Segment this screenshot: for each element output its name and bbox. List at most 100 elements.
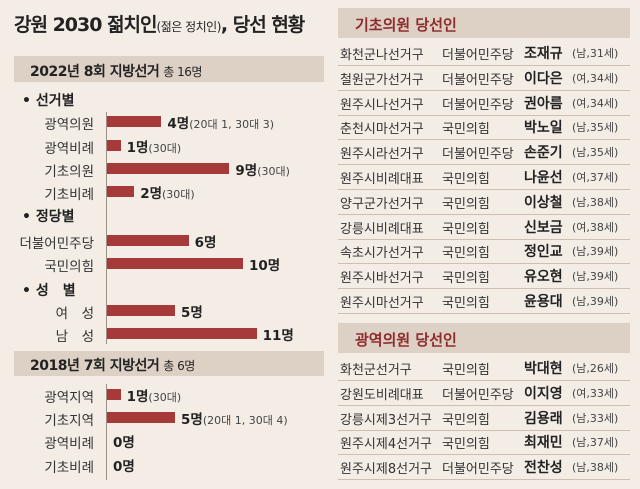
bar-label: 기초지역 [44,413,94,429]
winner-info: (여,33세) [572,386,619,400]
table-row: 원주시나선거구 더불어민주당 권아름 (여,34세) [338,89,630,116]
party: 국민의힘 [442,172,490,187]
party: 국민의힘 [442,196,490,212]
bar-label: 국민의힘 [44,259,94,275]
bar-value-note: (30대) [148,391,182,404]
district: 화천군선거구 [340,363,412,378]
party: 더불어민주당 [442,97,514,113]
bar-label: 기초비례 [44,460,94,476]
winner-info: (남,37세) [572,436,619,450]
category-heading: • 성 별 [22,280,76,300]
winner-name: 나윤선 [524,170,563,186]
winner-info: (남,38세) [572,461,619,475]
table-row: 원주시바선거구 국민의힘 유오현 (남,39세) [338,262,630,290]
winner-info: (여,34세) [572,71,619,85]
table-row: 양구군가선거구 국민의힘 이상철 (남,38세) [338,188,630,215]
winner-info: (여,38세) [572,220,619,234]
bar-value: 1명(30대) [127,136,182,156]
bar-value: 1명(30대) [127,385,182,405]
district: 속초시가선거구 [340,246,424,262]
bar [107,389,121,400]
winner-name: 이지영 [524,385,563,402]
bar-value-note: (20대 1, 30대 4) [202,414,288,427]
district: 강릉시비례대표 [340,221,424,237]
bar-value-note: (30대) [148,142,182,155]
bar-label: 더불어민주당 [19,236,94,252]
bar [107,258,243,269]
bar-value-note: (20대 1, 30대 3) [189,118,275,131]
table-row: 원주시비례대표 국민의힘 나윤선 (여,37세) [338,163,630,190]
bar [107,163,230,174]
winner-info: (남,38세) [572,195,619,209]
table-row: 원주시제4선거구 국민의힘 최재민 (남,37세) [338,428,630,456]
district: 원주시제4선거구 [340,437,432,453]
bullet: • [22,93,36,109]
bar-value: 5명 [181,301,203,321]
party: 국민의힘 [442,437,490,453]
winner-name: 최재민 [524,435,563,452]
table-row: 춘천시마선거구 국민의힘 박노일 (남,35세) [338,113,630,141]
bar-value: 6명 [195,231,217,251]
bar-value-note: (30대) [162,188,195,201]
bar [107,116,162,127]
bar-value: 4명(20대 1, 30대 3) [167,112,274,132]
chart-2018-subtitle: 총 6명 [163,359,195,373]
district: 원주시바선거구 [340,271,424,287]
bar-value-text: 5명 [181,305,203,321]
bar [107,186,135,197]
district: 원주시라선거구 [340,147,424,163]
category-heading-text: 선거별 [35,93,75,109]
table-row: 강원도비례대표 더불어민주당 이지영 (여,33세) [338,379,630,406]
bullet: • [22,209,36,225]
chart-2022-title-text: 2022년 8회 지방선거 [30,64,160,80]
bar-label: 광역의원 [44,117,94,133]
bar-label: 기초비례 [44,187,94,203]
winner-name: 윤용대 [524,294,563,310]
party: 더불어민주당 [442,462,514,478]
bar-value: 10명 [249,254,280,274]
party: 국민의힘 [442,122,490,138]
district: 원주시나선거구 [340,97,424,113]
bar-value: 11명 [263,324,294,344]
winner-info: (남,39세) [572,245,619,259]
bar-value-text: 0명 [113,435,135,451]
party: 더불어민주당 [442,387,514,403]
winner-info: (남,26세) [572,362,619,375]
bullet: • [22,283,36,299]
party: 국민의힘 [442,221,490,237]
chart-2022-title: 2022년 8회 지방선거 총 16명 [30,61,202,81]
bar-value: 5명(20대 1, 30대 4) [181,408,288,428]
category-heading-text: 성 별 [35,283,76,299]
winner-info: (남,35세) [572,146,619,160]
table-2-title: 광역의원 당선인 [355,331,457,349]
table-2-header-band [338,323,630,353]
table-row: 강릉시비례대표 국민의힘 신보금 (여,38세) [338,213,630,240]
bar-value: 2명(30대) [140,182,195,202]
bar-label: 남 성 [55,329,94,345]
bar-value-text: 11명 [262,328,294,344]
district: 철원군가선거구 [340,72,424,88]
bar-value: 9명(30대) [235,159,290,179]
party: 국민의힘 [442,363,490,378]
title-main: 강원 2030 젊치인 [14,14,158,36]
party: 더불어민주당 [442,147,514,163]
bar-value-text: 6명 [194,235,217,251]
district: 춘천시마선거구 [340,122,424,138]
bar-label: 기초의원 [44,164,94,180]
chart-2018-title-text: 2018년 7회 지방선거 [30,358,160,374]
bar-label: 광역비례 [44,436,94,452]
winner-name: 신보금 [524,219,563,236]
district: 화천군나선거구 [340,48,424,63]
title-suffix: , 당선 현황 [220,14,305,36]
party: 국민의힘 [442,246,490,262]
category-heading: • 정당별 [22,206,74,226]
winner-info: (남,39세) [572,295,619,308]
winner-info: (남,33세) [572,411,619,425]
winner-name: 전찬성 [524,460,563,477]
bar [107,328,257,339]
bar-value-text: 0명 [113,459,135,475]
bar-value-text: 5명 [181,412,203,428]
bar [107,412,175,423]
bar-value-text: 9명 [235,163,258,179]
district: 원주시비례대표 [340,172,424,187]
